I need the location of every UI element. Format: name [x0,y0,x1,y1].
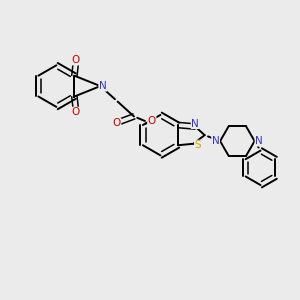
Text: O: O [148,116,156,126]
Text: O: O [112,118,121,128]
Text: N: N [255,136,263,146]
Text: O: O [72,107,80,117]
Text: O: O [72,55,80,65]
Text: N: N [99,81,106,91]
Text: N: N [191,118,199,128]
Text: S: S [194,140,201,150]
Text: N: N [212,136,220,146]
